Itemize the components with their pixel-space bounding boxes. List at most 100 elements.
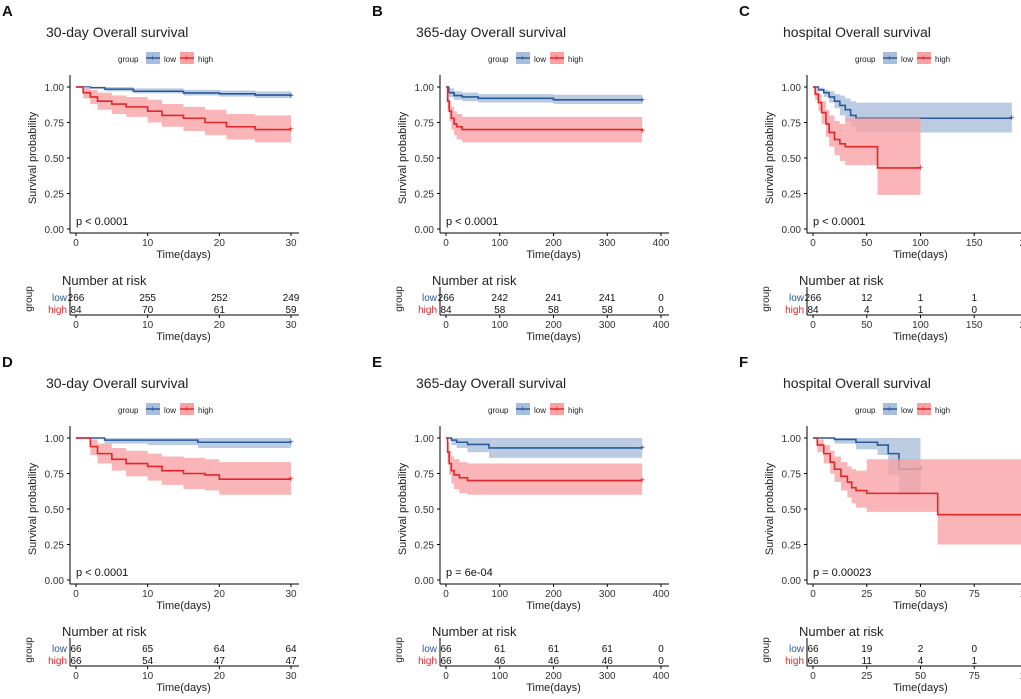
y-tick-label: 0.75 (415, 470, 435, 481)
legend-marker-low: + (150, 404, 155, 414)
risk-count-high: 1 (971, 656, 977, 667)
risk-count-low: 12 (861, 293, 873, 304)
panel-letter: A (2, 3, 13, 20)
survival-curve-low (813, 86, 1012, 120)
x-tick-label: 25 (861, 589, 873, 600)
censor-mark-high: + (288, 474, 294, 485)
risk-count-low: 0 (658, 644, 664, 655)
survival-curve-high (813, 437, 1021, 516)
risk-row-label-low: low (52, 644, 68, 655)
risk-row-label-low: low (52, 293, 68, 304)
risk-count-high: 58 (602, 305, 614, 316)
risk-row-label-low: low (789, 644, 805, 655)
survival-curve-high (813, 86, 921, 169)
censor-mark-low: + (288, 437, 294, 448)
y-tick-label: 0.00 (415, 225, 435, 236)
x-tick-label: 0 (443, 238, 449, 249)
y-tick-label: 0.75 (45, 119, 65, 130)
y-tick-label: 1.00 (782, 434, 802, 445)
risk-x-axis-label: Time(days) (156, 682, 211, 694)
risk-x-tick-label: 400 (653, 320, 670, 331)
y-tick-label: 0.75 (782, 470, 802, 481)
legend-title: group (488, 406, 509, 415)
risk-count-high: 4 (918, 656, 924, 667)
panel-B: B 365-day Overall survival group + low + high +… (372, 3, 670, 343)
panel-letter: B (372, 3, 383, 20)
ci-band-high (76, 438, 291, 495)
survival-curve-high (446, 437, 643, 482)
legend: group + low + high (488, 403, 583, 415)
y-axis-label: Survival probability (764, 462, 776, 555)
risk-x-tick-label: 0 (443, 320, 449, 331)
x-tick-label: 150 (966, 238, 983, 249)
risk-count-high: 70 (142, 305, 154, 316)
legend-marker-low: + (887, 53, 892, 63)
risk-count-low: 64 (285, 644, 297, 655)
risk-x-tick-label: 200 (545, 320, 562, 331)
chart-title: hospital Overall survival (783, 375, 931, 391)
risk-group-label: group (24, 286, 35, 312)
panel-letter: D (2, 354, 13, 371)
risk-table-title: Number at risk (799, 624, 884, 639)
y-tick-label: 0.00 (782, 576, 802, 587)
risk-count-low: 1 (971, 293, 977, 304)
x-tick-label: 400 (653, 238, 670, 249)
risk-table-title: Number at risk (62, 624, 147, 639)
censor-mark-low: + (1009, 113, 1015, 124)
risk-x-axis-label: Time(days) (893, 331, 948, 343)
risk-x-tick-label: 0 (443, 671, 449, 682)
x-tick-label: 200 (1020, 238, 1021, 249)
risk-count-high: 0 (658, 305, 664, 316)
risk-count-low: 61 (602, 644, 614, 655)
legend-label-low: low (901, 55, 913, 64)
risk-count-low: 0 (658, 293, 664, 304)
risk-row-label-high: high (418, 656, 437, 667)
risk-count-low: 2 (918, 644, 924, 655)
risk-table-title: Number at risk (799, 273, 884, 288)
y-tick-label: 0.25 (415, 541, 435, 552)
risk-row-label-low: low (789, 293, 805, 304)
risk-x-tick-label: 75 (969, 671, 981, 682)
risk-x-tick-label: 10 (142, 320, 154, 331)
risk-count-high: 1 (918, 305, 924, 316)
y-tick-label: 0.50 (415, 154, 435, 165)
y-tick-label: 0.25 (782, 190, 802, 201)
legend-marker-high: + (184, 404, 189, 414)
legend-label-high: high (568, 406, 583, 415)
x-tick-label: 100 (912, 238, 929, 249)
legend-label-high: high (198, 55, 213, 64)
x-tick-label: 0 (443, 589, 449, 600)
x-tick-label: 50 (861, 238, 873, 249)
legend-label-high: high (198, 406, 213, 415)
y-tick-label: 0.50 (415, 505, 435, 516)
risk-group-label: group (761, 286, 772, 312)
risk-row-label-high: high (418, 305, 437, 316)
legend-marker-high: + (921, 53, 926, 63)
ci-band-low (813, 438, 921, 495)
p-value: p < 0.0001 (813, 216, 865, 228)
risk-count-low: 65 (142, 644, 154, 655)
risk-count-low: 66 (70, 644, 82, 655)
legend-title: group (488, 55, 509, 64)
risk-x-tick-label: 200 (1020, 320, 1021, 331)
x-tick-label: 75 (969, 589, 981, 600)
censor-mark-low: + (639, 95, 645, 106)
legend-marker-low: + (520, 404, 525, 414)
survival-curve-low (76, 437, 291, 444)
survival-curve-high (76, 437, 291, 480)
x-tick-label: 100 (1020, 589, 1021, 600)
x-tick-label: 400 (653, 589, 670, 600)
legend-title: group (855, 406, 876, 415)
risk-count-high: 84 (70, 305, 82, 316)
y-tick-label: 1.00 (45, 434, 65, 445)
risk-count-high: 4 (864, 305, 870, 316)
risk-count-high: 61 (214, 305, 226, 316)
x-axis-label: Time(days) (526, 249, 581, 261)
y-tick-label: 1.00 (415, 83, 435, 94)
risk-x-tick-label: 50 (861, 320, 873, 331)
risk-x-tick-label: 20 (214, 320, 226, 331)
risk-count-low: 66 (440, 644, 452, 655)
y-tick-label: 1.00 (45, 83, 65, 94)
